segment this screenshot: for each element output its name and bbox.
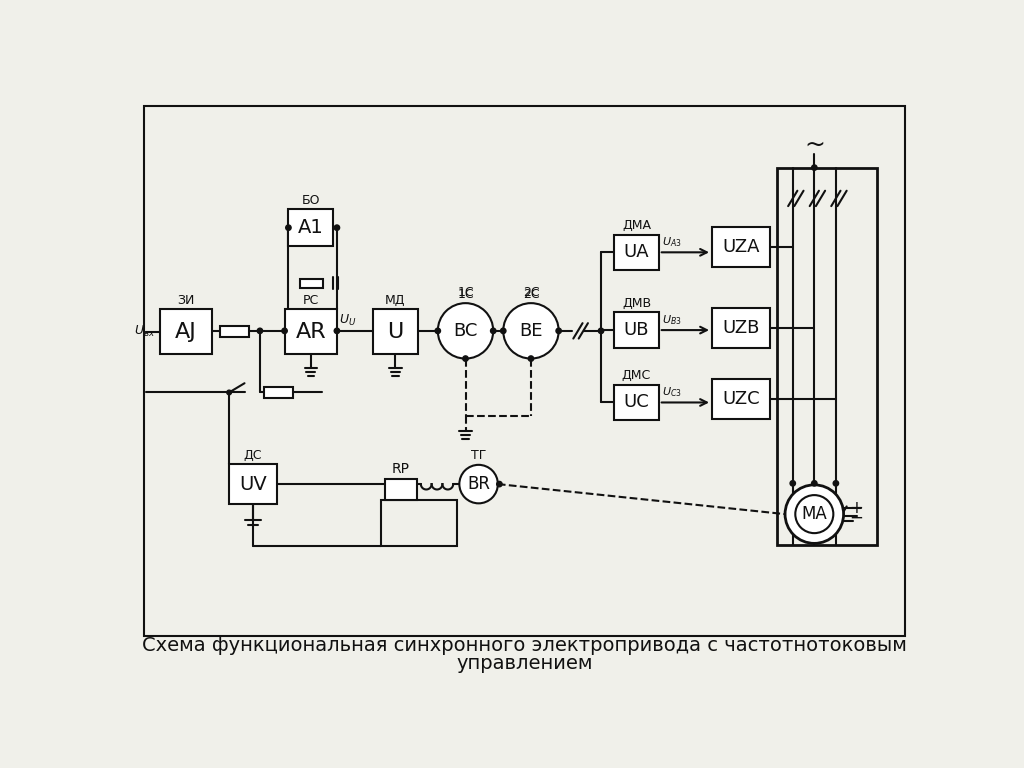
Text: ДМС: ДМС [622,369,651,382]
Circle shape [812,165,817,170]
Bar [614,234,658,270]
Circle shape [460,465,498,503]
Bar [229,464,276,504]
Text: $U_{С3}$: $U_{С3}$ [662,386,682,399]
Text: UV: UV [240,475,267,494]
Circle shape [257,328,262,333]
Circle shape [812,481,817,486]
Text: UZC: UZC [722,389,760,408]
Text: +: + [850,499,863,517]
Text: −: − [850,509,863,527]
Text: AJ: AJ [175,322,197,342]
Text: ДМВ: ДМВ [622,297,651,310]
Text: БО: БО [301,194,319,207]
Circle shape [282,328,288,333]
Text: $U_{А3}$: $U_{А3}$ [662,236,682,250]
Text: РС: РС [303,294,318,307]
Circle shape [334,328,340,333]
Circle shape [503,303,559,359]
Text: 1С: 1С [457,288,474,301]
Circle shape [463,356,468,361]
Text: $U_{В3}$: $U_{В3}$ [662,313,682,327]
Circle shape [556,328,561,333]
Text: ~: ~ [804,133,824,157]
Bar [264,387,293,398]
Text: BR: BR [467,475,490,493]
Text: AR: AR [296,322,326,342]
Circle shape [226,390,231,395]
Circle shape [598,328,604,333]
Text: RP: RP [392,462,410,475]
Bar [160,310,212,354]
Text: BC: BC [454,322,478,340]
Text: ДМА: ДМА [622,220,651,232]
Bar [289,209,333,247]
Circle shape [438,303,494,359]
Circle shape [490,328,496,333]
Bar [614,385,658,420]
Bar [712,227,770,267]
Bar [144,106,905,636]
Text: 1С: 1С [457,286,474,300]
Text: МД: МД [385,294,406,307]
Circle shape [834,481,839,486]
Text: управлением: управлением [457,654,593,673]
Circle shape [528,356,534,361]
Circle shape [501,328,506,333]
Circle shape [334,225,340,230]
Text: MA: MA [802,505,827,523]
Bar [614,313,658,348]
Text: U: U [387,322,403,342]
Bar [381,500,457,547]
Bar [300,279,323,288]
Circle shape [435,328,440,333]
Text: $U_U$: $U_U$ [339,313,356,328]
Text: UA: UA [624,243,649,261]
Text: A1: A1 [298,218,324,237]
Text: BE: BE [519,322,543,340]
Text: ТГ: ТГ [471,449,486,462]
Text: ЗИ: ЗИ [177,294,195,307]
Circle shape [791,481,796,486]
Bar [385,478,417,500]
Bar [712,379,770,419]
Text: Схема функциональная синхронного электропривода с частотнотоковым: Схема функциональная синхронного электро… [142,636,907,654]
Text: UB: UB [624,321,649,339]
Text: 2С: 2С [522,286,540,300]
Text: 2С: 2С [522,288,540,301]
Circle shape [497,482,502,487]
Bar [220,326,249,337]
Bar [777,167,878,545]
Bar [285,310,337,354]
Circle shape [785,485,844,544]
Bar [373,310,418,354]
Text: ДС: ДС [244,449,262,462]
Text: $U_{вх}$: $U_{вх}$ [134,324,156,339]
Text: UZB: UZB [722,319,760,337]
Circle shape [286,225,291,230]
Text: UC: UC [624,393,649,412]
Bar [712,308,770,348]
Text: UZA: UZA [722,238,760,256]
